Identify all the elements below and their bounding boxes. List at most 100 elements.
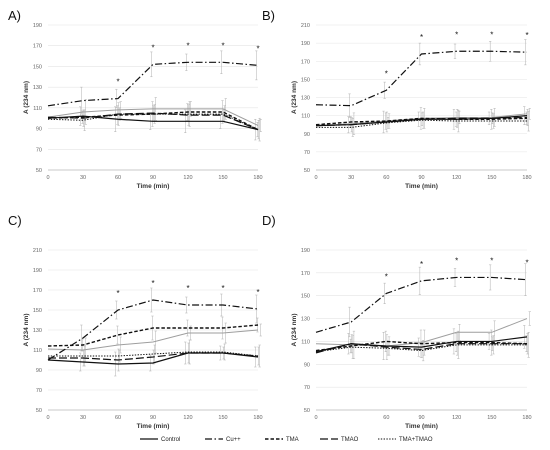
significance-star: * <box>385 272 388 281</box>
y-tick-label: 90 <box>304 362 310 368</box>
significance-star: * <box>525 259 528 268</box>
legend-item: Control <box>140 437 180 443</box>
legend-item: TMAO <box>320 437 359 443</box>
y-tick-label: 190 <box>33 268 42 274</box>
y-tick-label: 50 <box>304 168 310 174</box>
series-line-cu- <box>315 276 528 333</box>
x-tick-label: 0 <box>314 175 317 181</box>
y-tick-label: 70 <box>36 388 42 394</box>
significance-star: * <box>490 30 493 39</box>
x-tick-label: 120 <box>183 415 192 421</box>
series-line-unlabeled <box>47 329 259 351</box>
significance-star: * <box>256 44 259 53</box>
significance-star: * <box>186 41 189 50</box>
y-tick-label: 90 <box>36 368 42 374</box>
panels: A) 50 70 90 110 130 150 170 190 0 30 60 90 120 150 180 T… <box>8 8 532 430</box>
chart-panel-2: B) 50 70 90 110 130 150 170 190 210 0 30 60 90 120 150 1… <box>262 8 532 190</box>
y-tick-label: 190 <box>301 41 310 47</box>
y-tick-label: 170 <box>301 271 310 277</box>
x-tick-label: 90 <box>418 175 424 181</box>
series-line-tma <box>315 117 528 126</box>
chart-panel-3: C) 50 70 90 110 130 150 170 190 210 0 30 60 90 120 150 1… <box>8 213 263 430</box>
chart-panel-1: A) 50 70 90 110 130 150 170 190 0 30 60 90 120 150 180 T… <box>8 8 263 190</box>
series-line-tma-tmao <box>48 351 259 357</box>
legend-label: TMA+TMAO <box>399 437 433 443</box>
y-tick-label: 110 <box>33 348 42 354</box>
x-tick-label: 30 <box>80 175 86 181</box>
chart-panel-4: D) 50 70 90 110 130 150 170 190 0 60 90 120 150 180 Tim… <box>262 213 532 430</box>
y-tick-label: 150 <box>301 294 310 300</box>
panel-label: D) <box>262 213 276 228</box>
significance-star: * <box>116 289 119 298</box>
x-tick-label: 90 <box>418 415 424 421</box>
legend-label: TMAO <box>341 437 359 443</box>
series-line-tmao <box>48 352 259 361</box>
significance-star: * <box>186 284 189 293</box>
legend-label: Control <box>161 437 180 443</box>
y-tick-label: 150 <box>301 77 310 83</box>
series-line-tma <box>47 111 259 131</box>
legend-label: TMA <box>286 437 299 443</box>
legend-item: Cu++ <box>205 437 241 443</box>
x-tick-label: 150 <box>218 415 227 421</box>
y-tick-label: 110 <box>33 106 42 112</box>
y-tick-label: 150 <box>33 64 42 70</box>
panel-label: B) <box>262 8 275 23</box>
significance-star: * <box>420 260 423 269</box>
significance-star: * <box>455 256 458 265</box>
y-axis-title: A (234 nm) <box>23 314 30 347</box>
x-tick-label: 30 <box>80 415 86 421</box>
y-tick-label: 90 <box>36 127 42 133</box>
series-line-tma <box>47 324 259 347</box>
x-tick-label: 60 <box>115 415 121 421</box>
x-tick-label: 180 <box>253 415 262 421</box>
significance-star: * <box>490 256 493 265</box>
significance-star: * <box>420 33 423 42</box>
y-tick-label: 70 <box>36 147 42 153</box>
x-tick-label: 90 <box>150 415 156 421</box>
significance-star: * <box>151 279 154 288</box>
series-line-tmao <box>315 343 527 354</box>
y-tick-label: 170 <box>301 59 310 65</box>
x-tick-label: 120 <box>452 175 461 181</box>
x-tick-label: 60 <box>115 175 121 181</box>
x-axis-title: Time (min) <box>405 423 438 430</box>
series-line-control <box>47 115 259 131</box>
legend: Control Cu++ TMA TMAO TMA+TMAO <box>140 437 433 443</box>
y-tick-label: 190 <box>33 23 42 29</box>
x-tick-label: 120 <box>452 415 461 421</box>
significance-star: * <box>151 43 154 52</box>
x-tick-label: 150 <box>487 415 496 421</box>
y-tick-label: 90 <box>304 132 310 138</box>
x-tick-label: 180 <box>522 175 531 181</box>
legend-item: TMA <box>265 437 299 443</box>
x-tick-label: 0 <box>46 175 49 181</box>
y-tick-label: 70 <box>304 150 310 156</box>
y-tick-label: 130 <box>33 328 42 334</box>
x-tick-label: 180 <box>253 175 262 181</box>
legend-item: TMA+TMAO <box>378 437 433 443</box>
panel-label: A) <box>8 8 21 23</box>
series-line-tma-tmao <box>315 344 527 353</box>
y-tick-label: 50 <box>36 168 42 174</box>
y-tick-label: 50 <box>304 408 310 414</box>
legend-label: Cu++ <box>226 437 241 443</box>
x-tick-label: 0 <box>314 415 317 421</box>
y-tick-label: 150 <box>33 308 42 314</box>
y-tick-label: 170 <box>33 288 42 294</box>
significance-star: * <box>116 78 119 87</box>
y-tick-label: 110 <box>301 339 310 345</box>
x-axis-title: Time (min) <box>137 183 170 190</box>
significance-star: * <box>385 69 388 78</box>
x-tick-label: 60 <box>383 175 389 181</box>
y-tick-label: 190 <box>301 248 310 254</box>
panel-label: C) <box>8 213 22 228</box>
series-line-unlabeled <box>47 108 259 126</box>
y-tick-label: 130 <box>301 96 310 102</box>
series-line-cu- <box>47 299 259 361</box>
series-line-tmao <box>315 116 528 127</box>
significance-star: * <box>455 30 458 39</box>
y-tick-label: 130 <box>33 85 42 91</box>
significance-star: * <box>221 41 224 50</box>
